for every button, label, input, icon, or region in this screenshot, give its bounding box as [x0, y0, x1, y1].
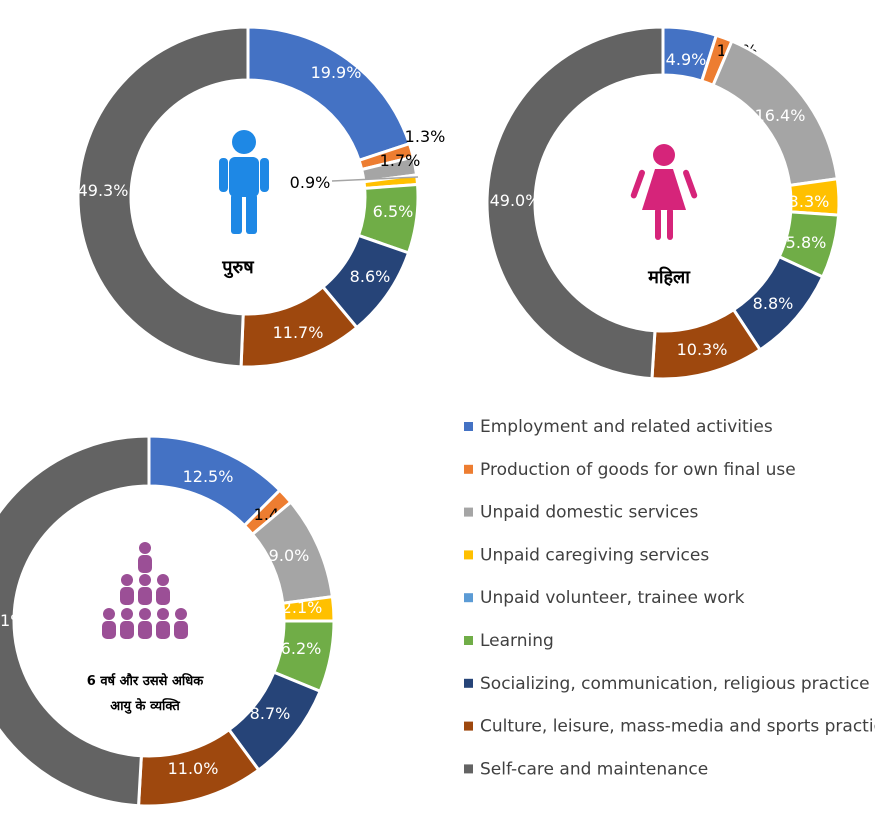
legend-swatch-culture	[464, 721, 473, 731]
legend-swatch-socializing	[464, 678, 473, 688]
center-title-all-line-1: 6 वर्ष और उससे अधिक	[87, 673, 205, 689]
legend-swatch-domestic	[464, 507, 473, 517]
slice-selfcare	[76, 25, 250, 369]
legend-label-domestic: Unpaid domestic services	[480, 503, 698, 523]
center-title-female: महिला	[647, 266, 691, 288]
legend-label-socializing: Socializing, communication, religious pr…	[480, 674, 870, 694]
data-label-domestic: 9.0%	[269, 546, 310, 565]
donut-chart-female: 4.9%1.5%16.4%3.3%5.8%8.8%10.3%49.0%	[485, 25, 841, 381]
data-label-culture: 11.0%	[168, 759, 219, 778]
legend-swatch-volunteer	[464, 593, 473, 603]
legend-label-culture: Culture, leisure, mass-media and sports …	[480, 717, 875, 737]
slice-selfcare	[485, 25, 665, 381]
data-label-learning: 5.8%	[786, 233, 827, 252]
legend-label-learning: Learning	[480, 631, 554, 651]
legend-swatch-caregiving	[464, 550, 473, 560]
data-label-caregiving: 0.9%	[290, 173, 331, 192]
data-label-selfcare: 49.0%	[490, 191, 541, 210]
data-label-employment: 19.9%	[311, 63, 362, 82]
data-label-caregiving: 3.3%	[789, 192, 830, 211]
legend-swatch-production	[464, 464, 473, 474]
data-label-socializing: 8.7%	[250, 704, 291, 723]
data-label-culture: 11.7%	[273, 323, 324, 342]
data-label-learning: 6.2%	[281, 639, 322, 658]
donut-chart-male: 19.9% 1.3% 1.7% 0.9% 6.5% 8.6% 11.7% 49.3%	[76, 25, 446, 369]
data-label-domestic: 1.7%	[380, 151, 421, 170]
data-label-socializing: 8.8%	[753, 294, 794, 313]
slice-selfcare	[0, 434, 151, 808]
data-label-culture: 10.3%	[677, 340, 728, 359]
legend-label-selfcare: Self-care and maintenance	[480, 759, 708, 779]
legend-swatch-learning	[464, 636, 473, 645]
leader-line	[331, 176, 419, 182]
data-label-employment: 12.5%	[183, 467, 234, 486]
data-label-selfcare: 49.1%	[0, 611, 25, 630]
center-title-male: पुरुष	[221, 257, 254, 279]
data-label-selfcare: 49.3%	[78, 181, 129, 200]
data-label-employment: 4.9%	[666, 50, 707, 69]
legend-label-caregiving: Unpaid caregiving services	[480, 545, 709, 565]
center-title-all-line-2: आयु के व्यक्ति	[110, 698, 180, 714]
data-label-learning: 6.5%	[373, 202, 414, 221]
data-label-domestic: 16.4%	[755, 106, 806, 125]
legend-swatch-employment	[464, 422, 473, 431]
donut-chart-all-persons: 12.5%1.4%9.0%2.1%6.2%8.7%11.0%49.1%	[0, 434, 336, 808]
slice-employment	[246, 25, 412, 163]
male-person-icon	[219, 130, 269, 234]
legend-label-production: Production of goods for own final use	[480, 460, 796, 480]
data-label-caregiving: 2.1%	[282, 598, 323, 617]
legend-swatch-selfcare	[464, 764, 473, 774]
legend: Employment and related activities Product…	[464, 417, 875, 779]
data-label-production: 1.3%	[405, 127, 446, 146]
data-label-socializing: 8.6%	[350, 267, 391, 286]
legend-label-volunteer: Unpaid volunteer, trainee work	[480, 588, 745, 608]
people-group-icon	[102, 542, 188, 639]
female-person-icon	[630, 144, 698, 240]
legend-label-employment: Employment and related activities	[480, 417, 773, 437]
